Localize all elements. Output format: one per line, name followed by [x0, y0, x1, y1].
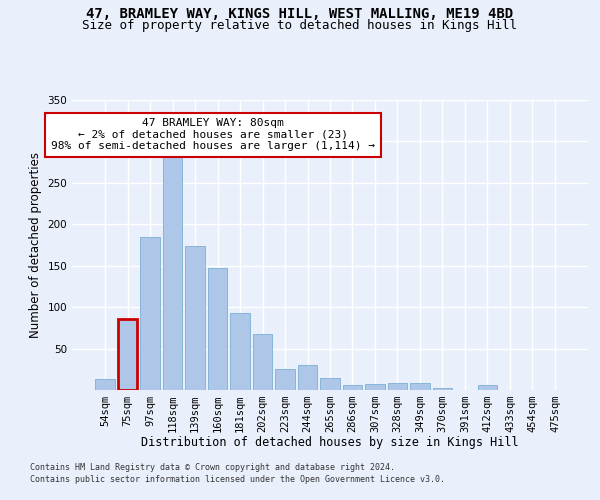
Bar — [433, 388, 452, 390]
Text: Size of property relative to detached houses in Kings Hill: Size of property relative to detached ho… — [83, 18, 517, 32]
Bar — [388, 382, 407, 390]
Bar — [320, 378, 340, 390]
Y-axis label: Number of detached properties: Number of detached properties — [29, 152, 42, 338]
Bar — [343, 385, 362, 390]
Bar — [140, 236, 160, 390]
Bar — [208, 268, 227, 390]
Bar — [230, 313, 250, 390]
Bar — [365, 384, 385, 390]
Text: 47 BRAMLEY WAY: 80sqm
← 2% of detached houses are smaller (23)
98% of semi-detac: 47 BRAMLEY WAY: 80sqm ← 2% of detached h… — [51, 118, 375, 152]
Bar — [478, 385, 497, 390]
Text: Distribution of detached houses by size in Kings Hill: Distribution of detached houses by size … — [141, 436, 519, 449]
Bar — [163, 150, 182, 390]
Bar — [253, 334, 272, 390]
Bar — [410, 384, 430, 390]
Bar — [118, 318, 137, 390]
Bar — [95, 379, 115, 390]
Text: Contains public sector information licensed under the Open Government Licence v3: Contains public sector information licen… — [30, 475, 445, 484]
Text: 47, BRAMLEY WAY, KINGS HILL, WEST MALLING, ME19 4BD: 47, BRAMLEY WAY, KINGS HILL, WEST MALLIN… — [86, 8, 514, 22]
Text: Contains HM Land Registry data © Crown copyright and database right 2024.: Contains HM Land Registry data © Crown c… — [30, 464, 395, 472]
Bar — [298, 365, 317, 390]
Bar — [275, 370, 295, 390]
Bar — [185, 246, 205, 390]
